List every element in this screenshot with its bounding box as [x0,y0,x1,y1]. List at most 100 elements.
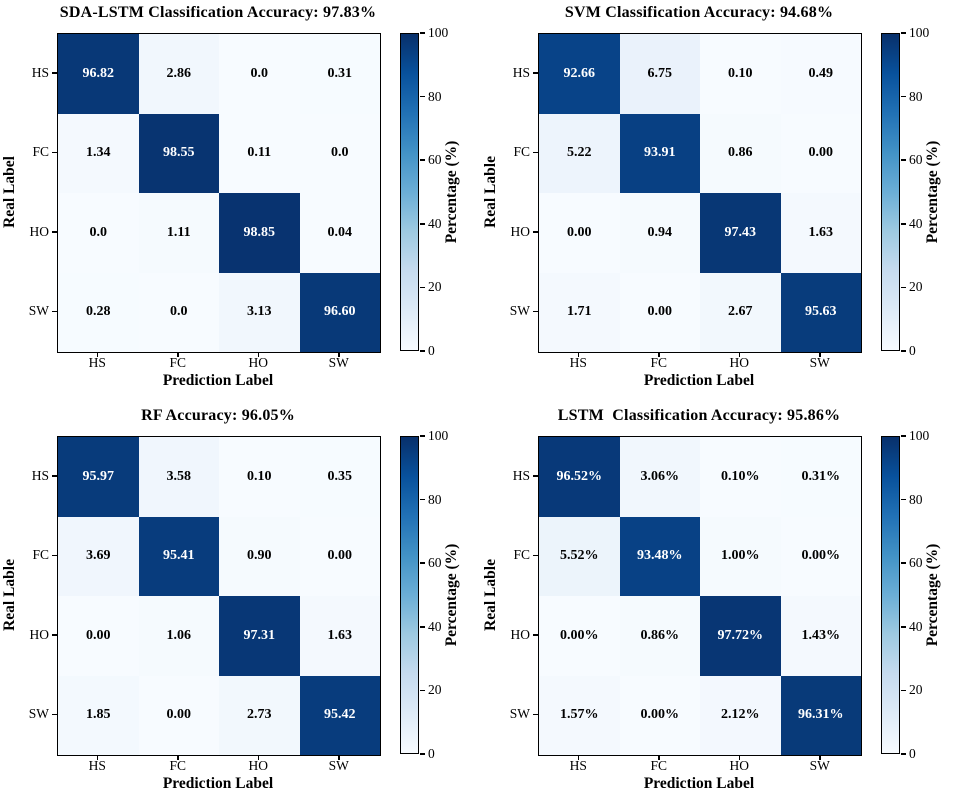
colorbar-tick-mark [420,95,425,98]
colorbar-tick-mark [901,562,906,564]
colorbar-tick-mark [420,350,425,352]
colorbar-label: Percentage (%) [443,543,460,647]
x-tick-label: HS [88,758,106,773]
matrix-cell-HS-FC: 3.58 [138,437,219,517]
y-tick-label: FC [32,144,49,160]
panel-title-lstm: LSTM Classification Accuracy: 95.86% [557,407,841,424]
panel-title-svm: SVM Classification Accuracy: 94.68% [564,4,834,21]
colorbar-tick-label: 0 [909,343,916,358]
y-tick-mark [533,72,538,74]
colorbar-tick-label: 60 [428,152,442,168]
x-axis-label: Prediction Label [643,372,755,389]
panel-sda-lstm: SDA-LSTM Classification Accuracy: 97.83%… [0,0,481,403]
x-tick-label: FC [169,758,186,773]
colorbar-tick-label: 60 [428,555,442,571]
colorbar-tick-mark [420,223,425,225]
x-tick-mark [338,352,340,357]
colorbar-tick-label: 0 [909,746,916,761]
matrix-cell-FC-FC: 93.48% [619,516,700,596]
y-tick-mark [52,554,57,556]
x-tick-label: HS [88,355,106,370]
x-tick-mark [738,755,740,760]
matrix-cell-HO-SW: 1.63 [780,193,861,273]
colorbar-tick-label: 0 [428,343,435,358]
matrix-cell-SW-FC: 0.00 [138,675,219,755]
panel-svm: SVM Classification Accuracy: 94.68% Real … [481,0,962,403]
colorbar-tick-mark [901,286,906,289]
y-tick-mark [533,713,538,715]
colorbar-tick-label: 100 [909,428,930,443]
colorbar-tick-mark [420,159,425,161]
matrix-cell-FC-SW: 0.0 [299,113,380,193]
matrix-cell-HS-HS: 96.52% [539,437,620,517]
x-tick-mark [257,755,259,760]
matrix-cell-SW-FC: 0.00% [619,675,700,755]
colorbar-tick-label: 40 [909,618,923,634]
matrix-cell-SW-SW: 95.42 [299,675,380,755]
colorbar-tick-mark [901,95,906,98]
confusion-matrix-rf: 95.97 3.58 0.10 0.35 3.69 95.41 0.90 0.00 0.00 1.… [57,436,381,756]
y-tick-label: SW [509,303,530,319]
colorbar-tick-label: 60 [909,555,923,571]
x-tick-mark [577,755,579,760]
colorbar-label: Percentage (%) [924,140,941,244]
y-tick-mark [52,310,57,312]
colorbar-tick-label: 100 [909,25,930,40]
matrix-cell-HS-HS: 95.97 [58,437,139,517]
colorbar-tick-label: 60 [909,152,923,168]
colorbar [881,33,900,351]
matrix-cell-FC-HS: 5.52% [539,516,620,596]
y-tick-label: SW [28,706,49,722]
y-tick-mark [52,151,57,153]
x-axis-label: Prediction Label [162,775,274,792]
y-tick-mark [52,475,57,477]
matrix-cell-SW-HS: 1.85 [58,675,139,755]
colorbar-label: Percentage (%) [924,543,941,647]
y-tick-mark [533,310,538,312]
matrix-cell-HS-FC: 6.75 [619,34,700,114]
x-tick-mark [257,352,259,357]
colorbar-tick-label: 80 [428,491,442,507]
matrix-cell-FC-HO: 0.11 [219,113,300,193]
matrix-cell-HO-HO: 97.43 [700,193,781,273]
x-tick-mark [177,352,179,357]
x-tick-label: HO [729,355,750,370]
y-tick-mark [533,554,538,556]
colorbar-tick-mark [420,435,425,437]
matrix-cell-HS-HS: 92.66 [539,34,620,114]
matrix-cell-HO-FC: 0.86% [619,596,700,676]
matrix-cell-HO-HS: 0.0 [58,193,139,273]
colorbar-tick-mark [420,626,425,628]
matrix-cell-HS-HO: 0.10 [219,437,300,517]
colorbar-tick-label: 40 [428,618,442,634]
x-tick-mark [96,755,98,760]
y-tick-mark [52,713,57,715]
matrix-cell-HO-HS: 0.00 [58,596,139,676]
x-tick-mark [658,352,660,357]
matrix-cell-FC-HS: 1.34 [58,113,139,193]
matrix-cell-FC-FC: 98.55 [138,113,219,193]
x-tick-label: HO [248,355,269,370]
y-tick-label: FC [513,144,530,160]
panel-title-rf: RF Accuracy: 96.05% [141,407,295,424]
y-tick-label: HO [510,626,531,642]
x-tick-label: SW [328,758,349,773]
x-tick-label: SW [809,758,830,773]
colorbar-tick-mark [420,562,425,564]
y-tick-label: FC [513,547,530,563]
y-tick-mark [52,634,57,636]
colorbar-tick-mark [420,32,425,34]
y-tick-mark [52,72,57,74]
matrix-cell-HS-FC: 2.86 [138,34,219,114]
matrix-cell-HO-HO: 98.85 [219,193,300,273]
y-axis-label: Real Lable [482,559,499,631]
matrix-cell-HS-HS: 96.82 [58,34,139,114]
colorbar-tick-mark [420,498,425,501]
matrix-cell-HS-SW: 0.35 [299,437,380,517]
matrix-cell-FC-HO: 0.90 [219,516,300,596]
colorbar-label: Percentage (%) [443,140,460,244]
matrix-cell-FC-HS: 5.22 [539,113,620,193]
matrix-cell-HO-SW: 1.63 [299,596,380,676]
colorbar-tick-label: 20 [909,682,923,698]
